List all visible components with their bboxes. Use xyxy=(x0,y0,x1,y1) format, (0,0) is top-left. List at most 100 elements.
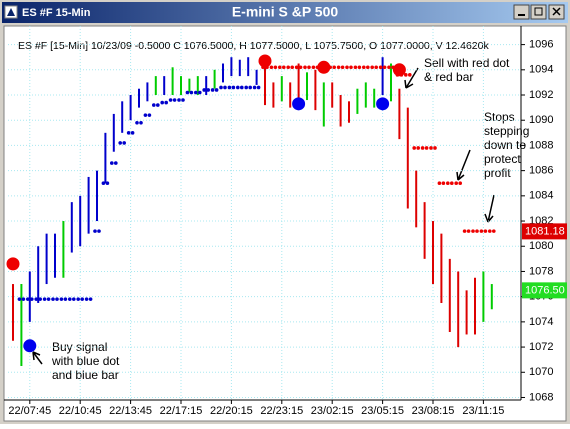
stop-dot xyxy=(349,65,353,70)
signal-dot xyxy=(23,339,37,353)
stop-dot xyxy=(462,229,467,233)
x-tick-label: 22/10:45 xyxy=(59,405,102,417)
signal-dot xyxy=(292,97,306,111)
stop-dot xyxy=(189,90,194,95)
stop-dot xyxy=(231,85,236,90)
stop-dot xyxy=(311,65,316,70)
stop-dot xyxy=(160,100,164,105)
stop-dot xyxy=(412,146,417,150)
y-tick-label: 1086 xyxy=(529,165,553,177)
stop-dot xyxy=(172,98,177,102)
stop-dot xyxy=(185,90,190,95)
arrow xyxy=(32,351,43,365)
annotation-line: Stops xyxy=(484,110,515,124)
y-tick-label: 1072 xyxy=(529,341,553,353)
stop-dot xyxy=(446,181,450,186)
stop-dot xyxy=(345,65,349,70)
stop-dot xyxy=(336,65,341,70)
stop-dot xyxy=(105,181,110,186)
window-title: E-mini S &P 500 xyxy=(232,4,339,20)
signal-dot xyxy=(317,60,331,74)
annotation-line: and blue bar xyxy=(52,368,119,382)
y-tick-label: 1088 xyxy=(529,139,553,151)
stop-dot xyxy=(353,65,358,70)
annotation-line: Buy signal xyxy=(52,340,107,354)
stop-dot xyxy=(110,161,114,165)
stop-dot xyxy=(408,73,412,77)
x-tick-label: 22/23:15 xyxy=(260,405,303,417)
stop-dot xyxy=(458,181,463,186)
stop-dot xyxy=(450,181,454,186)
signal-dot xyxy=(258,54,272,68)
stop-dot xyxy=(88,297,93,301)
stop-dot xyxy=(483,229,488,233)
stop-dot xyxy=(252,85,257,90)
stop-dot xyxy=(382,65,387,70)
stop-dot xyxy=(404,73,408,77)
stop-dot xyxy=(479,229,484,233)
stop-dot xyxy=(168,98,173,102)
stop-dot xyxy=(202,88,206,92)
stop-dot xyxy=(471,229,475,233)
stop-dot xyxy=(374,65,379,70)
annotation-line: with blue dot xyxy=(51,354,120,368)
stop-dot xyxy=(420,146,425,150)
price-tag xyxy=(522,282,567,299)
stop-dot xyxy=(219,85,223,90)
stop-dot xyxy=(488,229,492,233)
price-tag xyxy=(522,223,567,240)
stop-dot xyxy=(55,297,59,301)
y-tick-label: 1092 xyxy=(529,89,553,101)
maximize-button[interactable] xyxy=(530,4,547,20)
x-tick-label: 22/07:45 xyxy=(8,405,51,417)
stop-dot xyxy=(437,181,442,186)
annotation-line: stepping xyxy=(484,124,529,138)
stop-dot xyxy=(42,297,47,301)
stop-dot xyxy=(21,297,26,301)
stop-dot xyxy=(357,65,362,70)
stop-dot xyxy=(93,229,97,233)
stop-dot xyxy=(139,120,143,125)
stop-dot xyxy=(152,103,156,107)
stop-dot xyxy=(307,65,311,70)
y-tick-label: 1074 xyxy=(529,316,553,328)
stop-dot xyxy=(164,100,168,105)
stop-dot xyxy=(156,103,160,107)
minimize-button[interactable] xyxy=(513,4,530,20)
stop-dot xyxy=(240,85,244,90)
signal-dot xyxy=(392,63,406,77)
annotation-line: profit xyxy=(484,166,511,180)
stop-dot xyxy=(143,113,148,117)
stop-dot xyxy=(51,297,55,301)
stop-dot xyxy=(135,120,139,125)
annotation-line: Sell with red dot xyxy=(424,56,510,70)
stop-dot xyxy=(370,65,375,70)
y-tick-label: 1096 xyxy=(529,39,553,51)
glyph xyxy=(552,7,561,16)
stop-dot xyxy=(290,65,295,70)
y-tick-label: 1080 xyxy=(529,240,553,252)
chart-area xyxy=(3,25,567,422)
stop-dot xyxy=(433,146,437,150)
stop-dot xyxy=(84,297,89,301)
x-tick-label: 23/05:15 xyxy=(361,405,404,417)
arrow xyxy=(404,67,419,89)
y-tick-label: 1090 xyxy=(529,114,553,126)
stop-dot xyxy=(294,65,299,70)
stop-dot xyxy=(273,65,278,70)
stop-dot xyxy=(34,297,38,301)
y-tick-label: 1084 xyxy=(529,190,553,202)
stop-dot xyxy=(236,85,240,90)
x-tick-label: 22/17:15 xyxy=(160,405,203,417)
stop-dot xyxy=(340,65,345,70)
stop-dot xyxy=(177,98,181,102)
stop-dot xyxy=(244,85,248,90)
stop-dot xyxy=(248,85,252,90)
x-tick-label: 22/20:15 xyxy=(210,405,253,417)
stop-dot xyxy=(278,65,282,70)
stop-dot xyxy=(206,88,210,92)
stop-dot xyxy=(130,131,135,135)
stop-dot xyxy=(17,297,22,301)
stop-dot xyxy=(466,229,471,233)
